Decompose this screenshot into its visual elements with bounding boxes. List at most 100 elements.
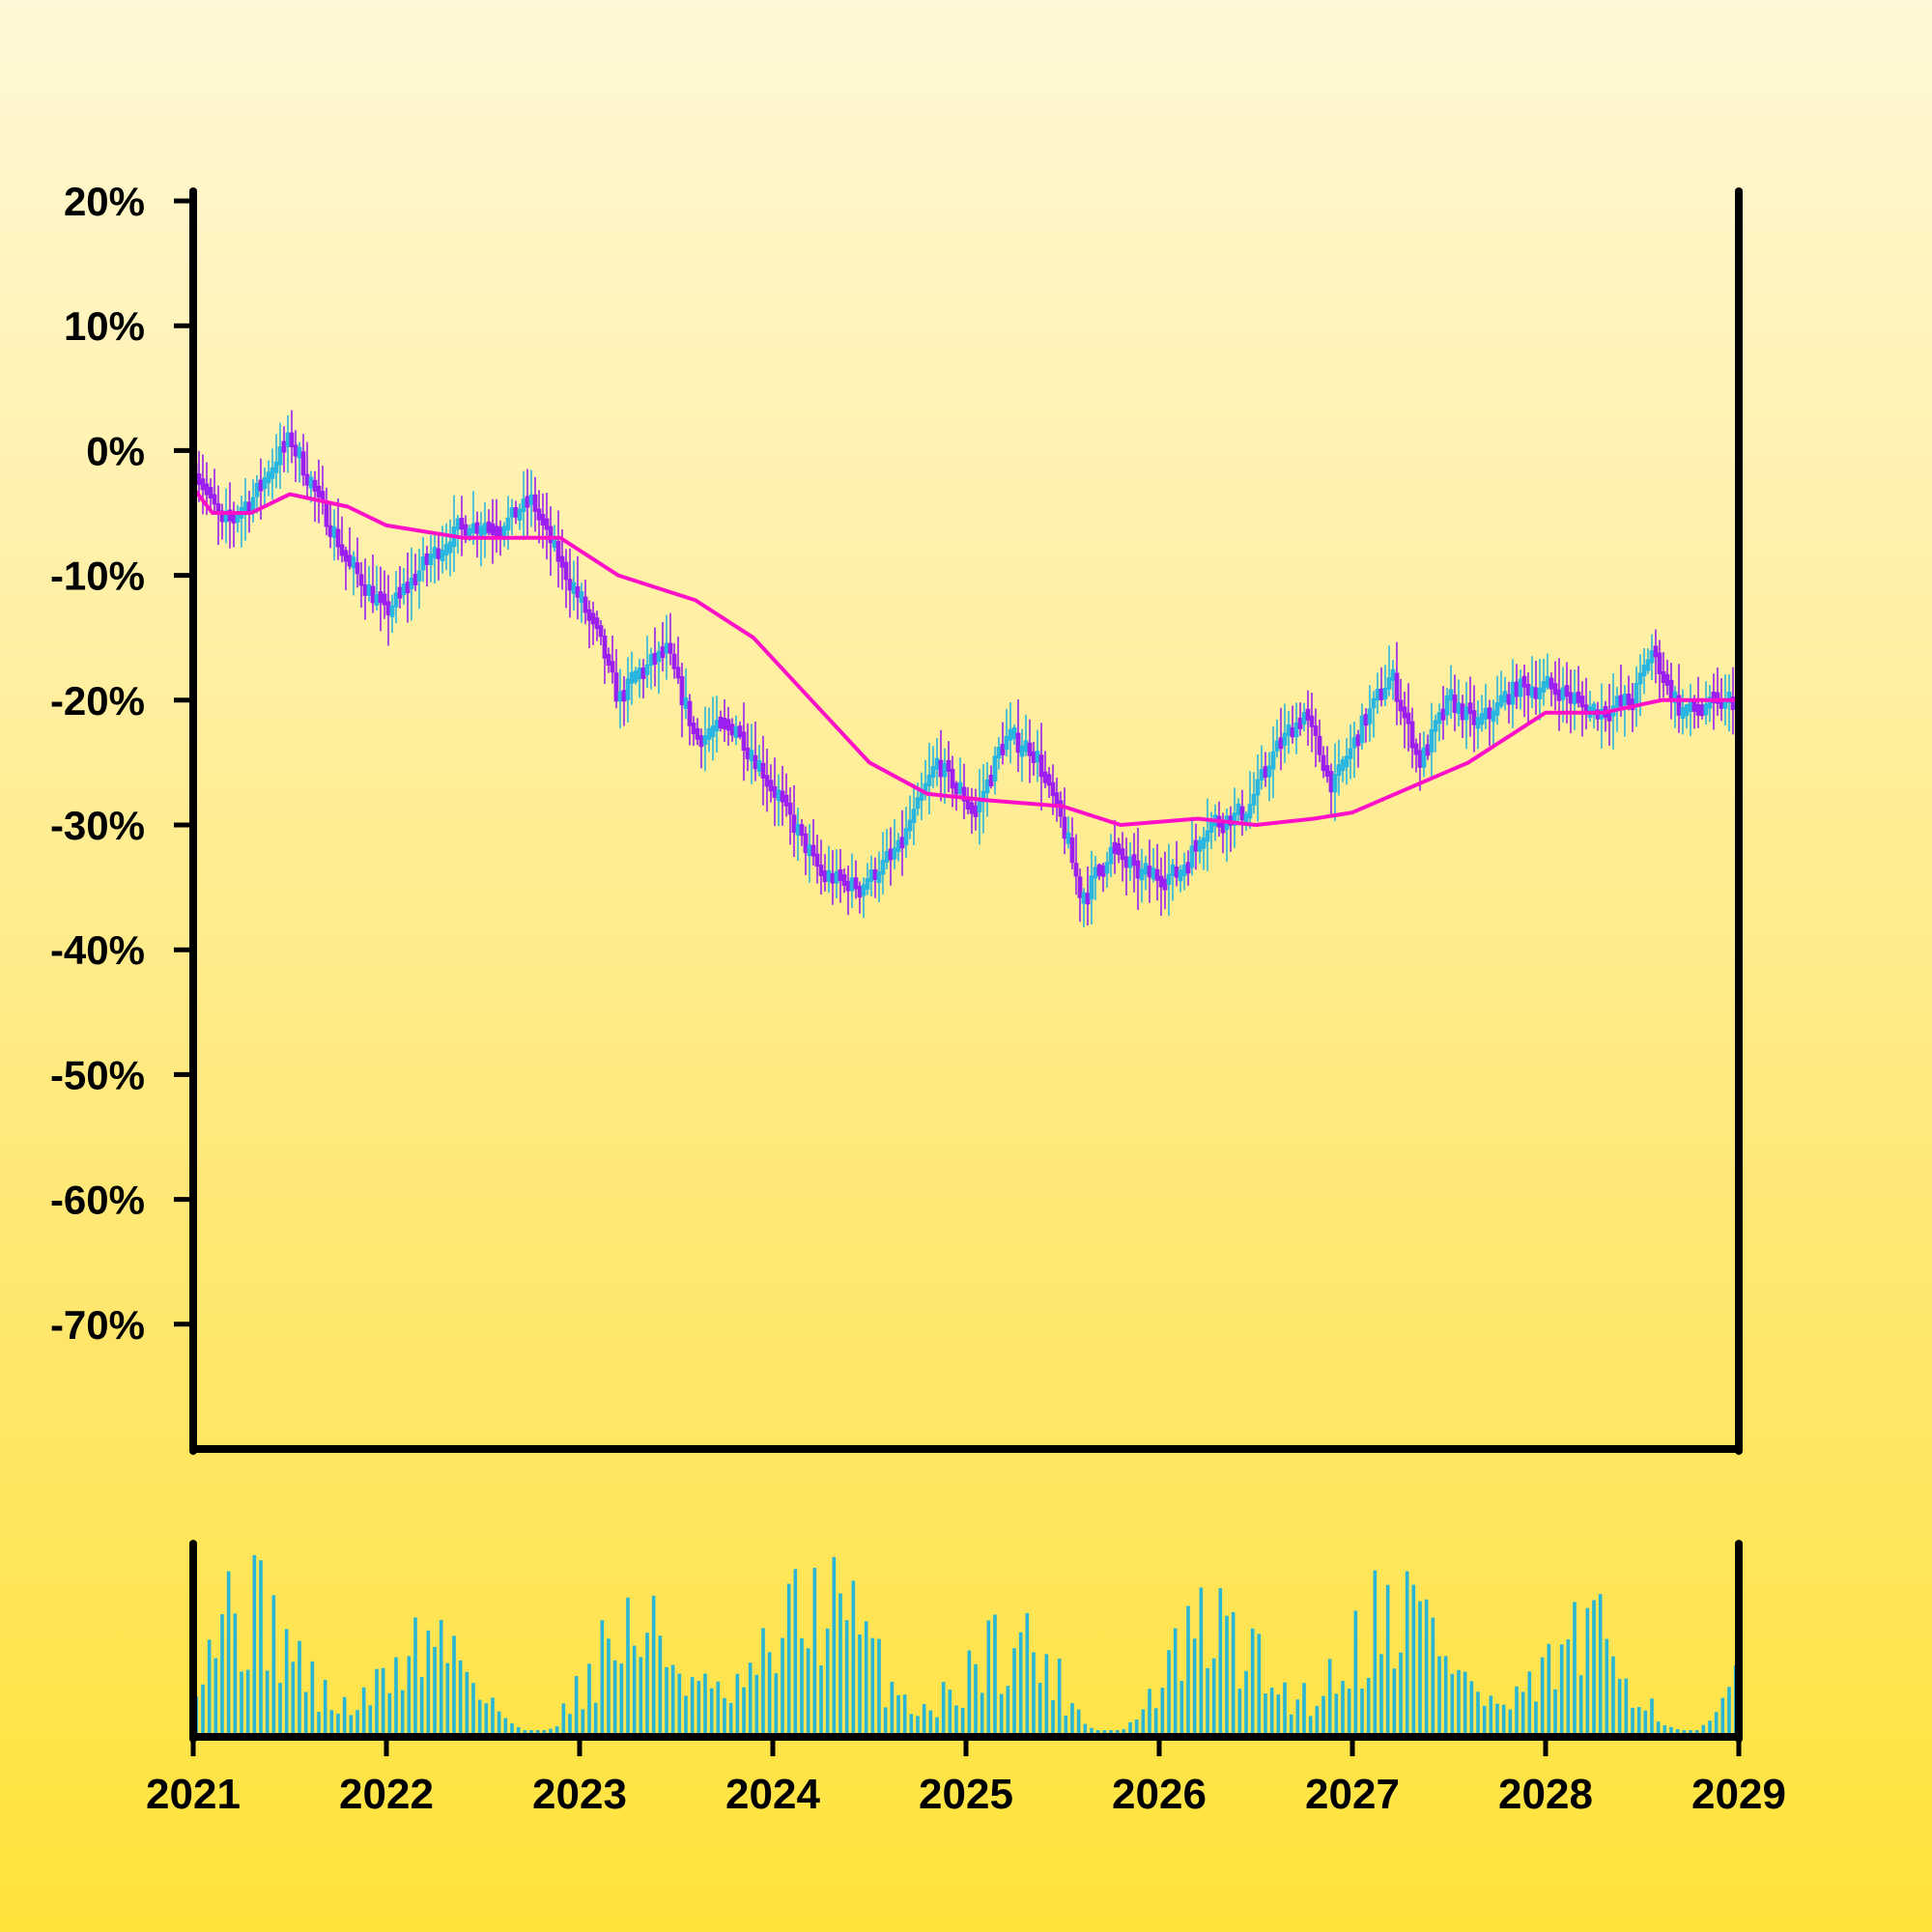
candle-body bbox=[953, 782, 959, 795]
candle-body bbox=[401, 583, 407, 596]
candle-body bbox=[273, 461, 279, 473]
volume-bar bbox=[800, 1638, 804, 1734]
volume-bar bbox=[1508, 1709, 1513, 1734]
volume-bar bbox=[1515, 1686, 1519, 1734]
volume-bar bbox=[471, 1683, 475, 1734]
candle-body bbox=[1151, 867, 1156, 880]
volume-bar bbox=[890, 1681, 895, 1734]
candle-body bbox=[389, 605, 395, 617]
candle-body bbox=[455, 518, 461, 530]
candle-body bbox=[745, 747, 751, 759]
candle-body bbox=[1491, 710, 1496, 723]
candle-body bbox=[486, 521, 492, 533]
candle-body bbox=[1085, 893, 1091, 905]
candle-body bbox=[660, 646, 666, 659]
candle-body bbox=[810, 844, 816, 857]
volume-bar bbox=[1090, 1727, 1094, 1734]
x-tick-label: 2026 bbox=[1112, 1771, 1207, 1818]
y-tick-label: -60% bbox=[50, 1178, 145, 1223]
candle-body bbox=[1583, 704, 1589, 715]
candle-body bbox=[1351, 737, 1357, 749]
candle-body bbox=[872, 868, 878, 880]
volume-bar bbox=[445, 1662, 450, 1734]
volume-bar bbox=[754, 1674, 759, 1734]
volume-bar bbox=[1553, 1689, 1557, 1734]
volume-bar bbox=[1095, 1730, 1100, 1734]
candle-body bbox=[783, 794, 789, 807]
volume-bar bbox=[677, 1673, 682, 1734]
volume-bar bbox=[1566, 1639, 1571, 1734]
candle-body bbox=[1668, 679, 1674, 699]
volume-bar bbox=[1598, 1594, 1603, 1734]
volume-bar bbox=[1385, 1584, 1390, 1734]
volume-bar bbox=[1443, 1656, 1448, 1734]
volume-bar bbox=[1669, 1726, 1673, 1734]
candle-body bbox=[1463, 706, 1469, 721]
volume-bar bbox=[1392, 1668, 1397, 1734]
candle-body bbox=[575, 586, 581, 598]
volume-bar bbox=[510, 1723, 514, 1734]
volume-bar bbox=[1341, 1681, 1345, 1734]
candle-body bbox=[756, 759, 762, 772]
candle-body bbox=[741, 731, 747, 752]
volume-bar bbox=[812, 1568, 817, 1734]
candle-body bbox=[474, 522, 480, 534]
volume-bar bbox=[1373, 1570, 1378, 1734]
candle-body bbox=[1440, 708, 1446, 721]
candle-body bbox=[1147, 866, 1152, 878]
candle-body bbox=[838, 868, 843, 881]
volume-bar bbox=[1431, 1617, 1435, 1734]
volume-bar bbox=[774, 1673, 779, 1734]
candle-body bbox=[1371, 697, 1377, 709]
candle-body bbox=[582, 596, 588, 613]
candle-body bbox=[525, 496, 530, 508]
volume-bar bbox=[361, 1687, 366, 1734]
candle-body bbox=[1011, 726, 1017, 739]
candle-body bbox=[1104, 862, 1110, 874]
candle-body bbox=[509, 507, 515, 518]
volume-bar bbox=[220, 1613, 224, 1734]
candle-body bbox=[1069, 838, 1075, 864]
candle-body bbox=[196, 473, 202, 486]
candle-body bbox=[536, 508, 542, 521]
volume-bar bbox=[1057, 1658, 1062, 1734]
candle-body bbox=[1305, 708, 1311, 721]
volume-bar bbox=[516, 1726, 521, 1734]
volume-bar bbox=[1231, 1611, 1236, 1734]
candle-body bbox=[1657, 652, 1662, 675]
candle-body bbox=[1498, 695, 1504, 707]
candle-body bbox=[266, 471, 271, 484]
candle-body bbox=[1684, 704, 1690, 717]
candle-body bbox=[436, 548, 441, 559]
candle-body bbox=[1548, 677, 1554, 690]
candle-body bbox=[1572, 693, 1577, 705]
volume-bar bbox=[291, 1662, 296, 1734]
volume-bar bbox=[1675, 1729, 1680, 1734]
volume-bar bbox=[207, 1639, 212, 1734]
volume-bar bbox=[1547, 1643, 1551, 1734]
candle-body bbox=[807, 844, 812, 857]
volume-bar bbox=[1720, 1697, 1725, 1734]
volume-bar bbox=[928, 1710, 933, 1734]
volume-bar bbox=[1617, 1679, 1622, 1734]
candle-body bbox=[1382, 687, 1388, 699]
volume-bar bbox=[607, 1638, 611, 1734]
volume-bar bbox=[1269, 1687, 1274, 1734]
candle-body bbox=[1722, 697, 1728, 709]
volume-bar bbox=[310, 1661, 315, 1734]
candle-body bbox=[621, 690, 627, 702]
candle-body bbox=[385, 601, 391, 615]
volume-bar bbox=[1173, 1628, 1178, 1734]
candle-body bbox=[250, 497, 256, 511]
volume-bar bbox=[709, 1688, 714, 1734]
volume-bar bbox=[477, 1699, 482, 1734]
candle-body bbox=[930, 765, 936, 778]
volume-bar bbox=[252, 1555, 257, 1734]
candle-body bbox=[668, 642, 673, 654]
volume-bar bbox=[600, 1620, 605, 1734]
candle-body bbox=[1494, 702, 1500, 716]
volume-bar bbox=[213, 1658, 218, 1734]
volume-bar bbox=[658, 1635, 663, 1734]
volume-bar bbox=[1308, 1716, 1313, 1734]
volume-bar bbox=[323, 1680, 327, 1734]
